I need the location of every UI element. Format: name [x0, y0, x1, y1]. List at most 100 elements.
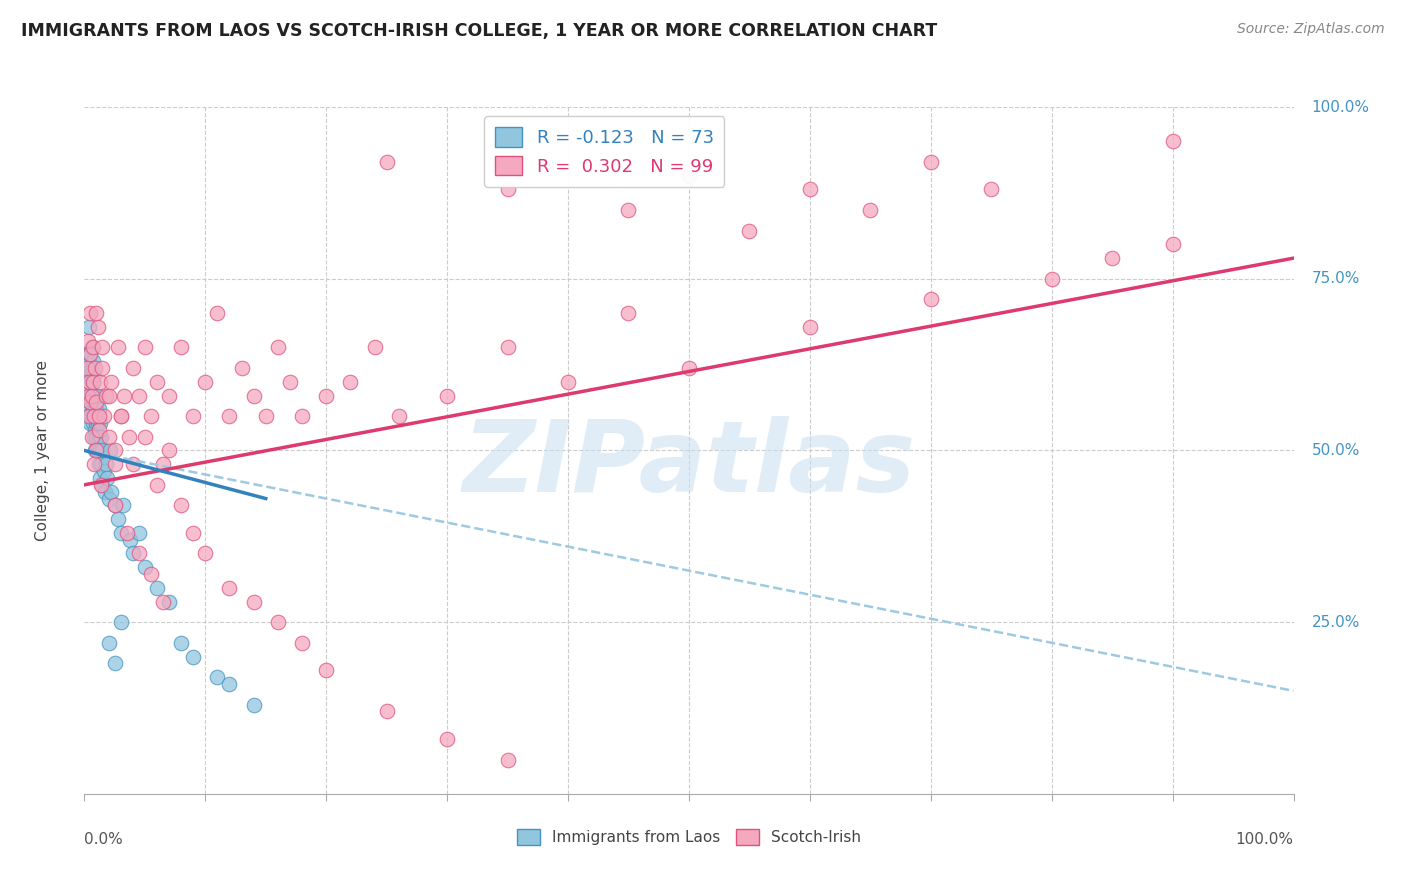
- Point: [97, 636, 120, 650]
- Point: [254, 409, 277, 423]
- Point: [93, 409, 115, 423]
- Point: [1040, 271, 1063, 285]
- Point: [104, 457, 127, 471]
- Point: [146, 478, 169, 492]
- Point: [152, 457, 174, 471]
- Point: [242, 388, 264, 402]
- Point: [86, 443, 108, 458]
- Point: [1101, 251, 1123, 265]
- Point: [920, 293, 942, 307]
- Point: [617, 306, 640, 320]
- Point: [93, 464, 115, 478]
- Point: [157, 594, 180, 608]
- Point: [77, 388, 100, 402]
- Point: [375, 705, 398, 719]
- Point: [82, 416, 104, 430]
- Point: [496, 340, 519, 354]
- Point: [134, 430, 156, 444]
- Point: [97, 388, 120, 402]
- Text: 0.0%: 0.0%: [84, 831, 124, 847]
- Point: [89, 443, 111, 458]
- Point: [86, 443, 108, 458]
- Point: [278, 375, 301, 389]
- Point: [436, 388, 458, 402]
- Point: [91, 443, 114, 458]
- Point: [82, 340, 104, 354]
- Point: [194, 546, 217, 561]
- Text: 50.0%: 50.0%: [1312, 443, 1360, 458]
- Point: [91, 340, 114, 354]
- Point: [83, 409, 105, 423]
- Point: [82, 354, 104, 368]
- Point: [87, 457, 110, 471]
- Point: [104, 499, 127, 513]
- Point: [291, 409, 314, 423]
- Point: [496, 753, 519, 767]
- Point: [82, 402, 104, 417]
- Point: [79, 347, 101, 361]
- Point: [678, 361, 700, 376]
- Point: [94, 388, 117, 402]
- Point: [77, 347, 100, 361]
- Point: [104, 657, 127, 671]
- Point: [77, 402, 100, 417]
- Point: [107, 512, 129, 526]
- Point: [194, 375, 217, 389]
- Point: [920, 155, 942, 169]
- Point: [91, 361, 114, 376]
- Legend: Immigrants from Laos, Scotch-Irish: Immigrants from Laos, Scotch-Irish: [510, 823, 868, 852]
- Point: [83, 395, 105, 409]
- Point: [98, 443, 121, 458]
- Point: [242, 698, 264, 712]
- Point: [121, 457, 143, 471]
- Point: [128, 546, 150, 561]
- Point: [80, 409, 103, 423]
- Point: [90, 430, 112, 444]
- Point: [83, 457, 105, 471]
- Point: [79, 368, 101, 382]
- Point: [170, 499, 193, 513]
- Text: IMMIGRANTS FROM LAOS VS SCOTCH-IRISH COLLEGE, 1 YEAR OR MORE CORRELATION CHART: IMMIGRANTS FROM LAOS VS SCOTCH-IRISH COL…: [21, 22, 938, 40]
- Point: [139, 567, 162, 582]
- Point: [90, 478, 112, 492]
- Point: [86, 416, 108, 430]
- Point: [1161, 134, 1184, 148]
- Point: [100, 375, 122, 389]
- Point: [79, 395, 101, 409]
- Point: [94, 484, 117, 499]
- Point: [181, 649, 204, 664]
- Point: [218, 409, 240, 423]
- Point: [82, 375, 104, 389]
- Text: 100.0%: 100.0%: [1236, 831, 1294, 847]
- Point: [242, 594, 264, 608]
- Point: [79, 306, 101, 320]
- Point: [375, 155, 398, 169]
- Point: [128, 388, 150, 402]
- Point: [859, 203, 882, 218]
- Point: [557, 375, 579, 389]
- Point: [107, 340, 129, 354]
- Point: [87, 430, 110, 444]
- Text: 100.0%: 100.0%: [1312, 100, 1369, 114]
- Text: 25.0%: 25.0%: [1312, 615, 1360, 630]
- Point: [738, 224, 761, 238]
- Text: Source: ZipAtlas.com: Source: ZipAtlas.com: [1237, 22, 1385, 37]
- Point: [91, 478, 114, 492]
- Point: [82, 388, 104, 402]
- Point: [97, 491, 120, 506]
- Point: [76, 361, 98, 376]
- Point: [157, 443, 180, 458]
- Point: [77, 375, 100, 389]
- Point: [134, 560, 156, 574]
- Point: [77, 319, 100, 334]
- Point: [181, 409, 204, 423]
- Point: [339, 375, 361, 389]
- Point: [207, 306, 229, 320]
- Point: [77, 361, 100, 376]
- Point: [87, 402, 110, 417]
- Point: [146, 375, 169, 389]
- Point: [617, 203, 640, 218]
- Point: [77, 388, 100, 402]
- Point: [77, 354, 100, 368]
- Point: [267, 615, 290, 630]
